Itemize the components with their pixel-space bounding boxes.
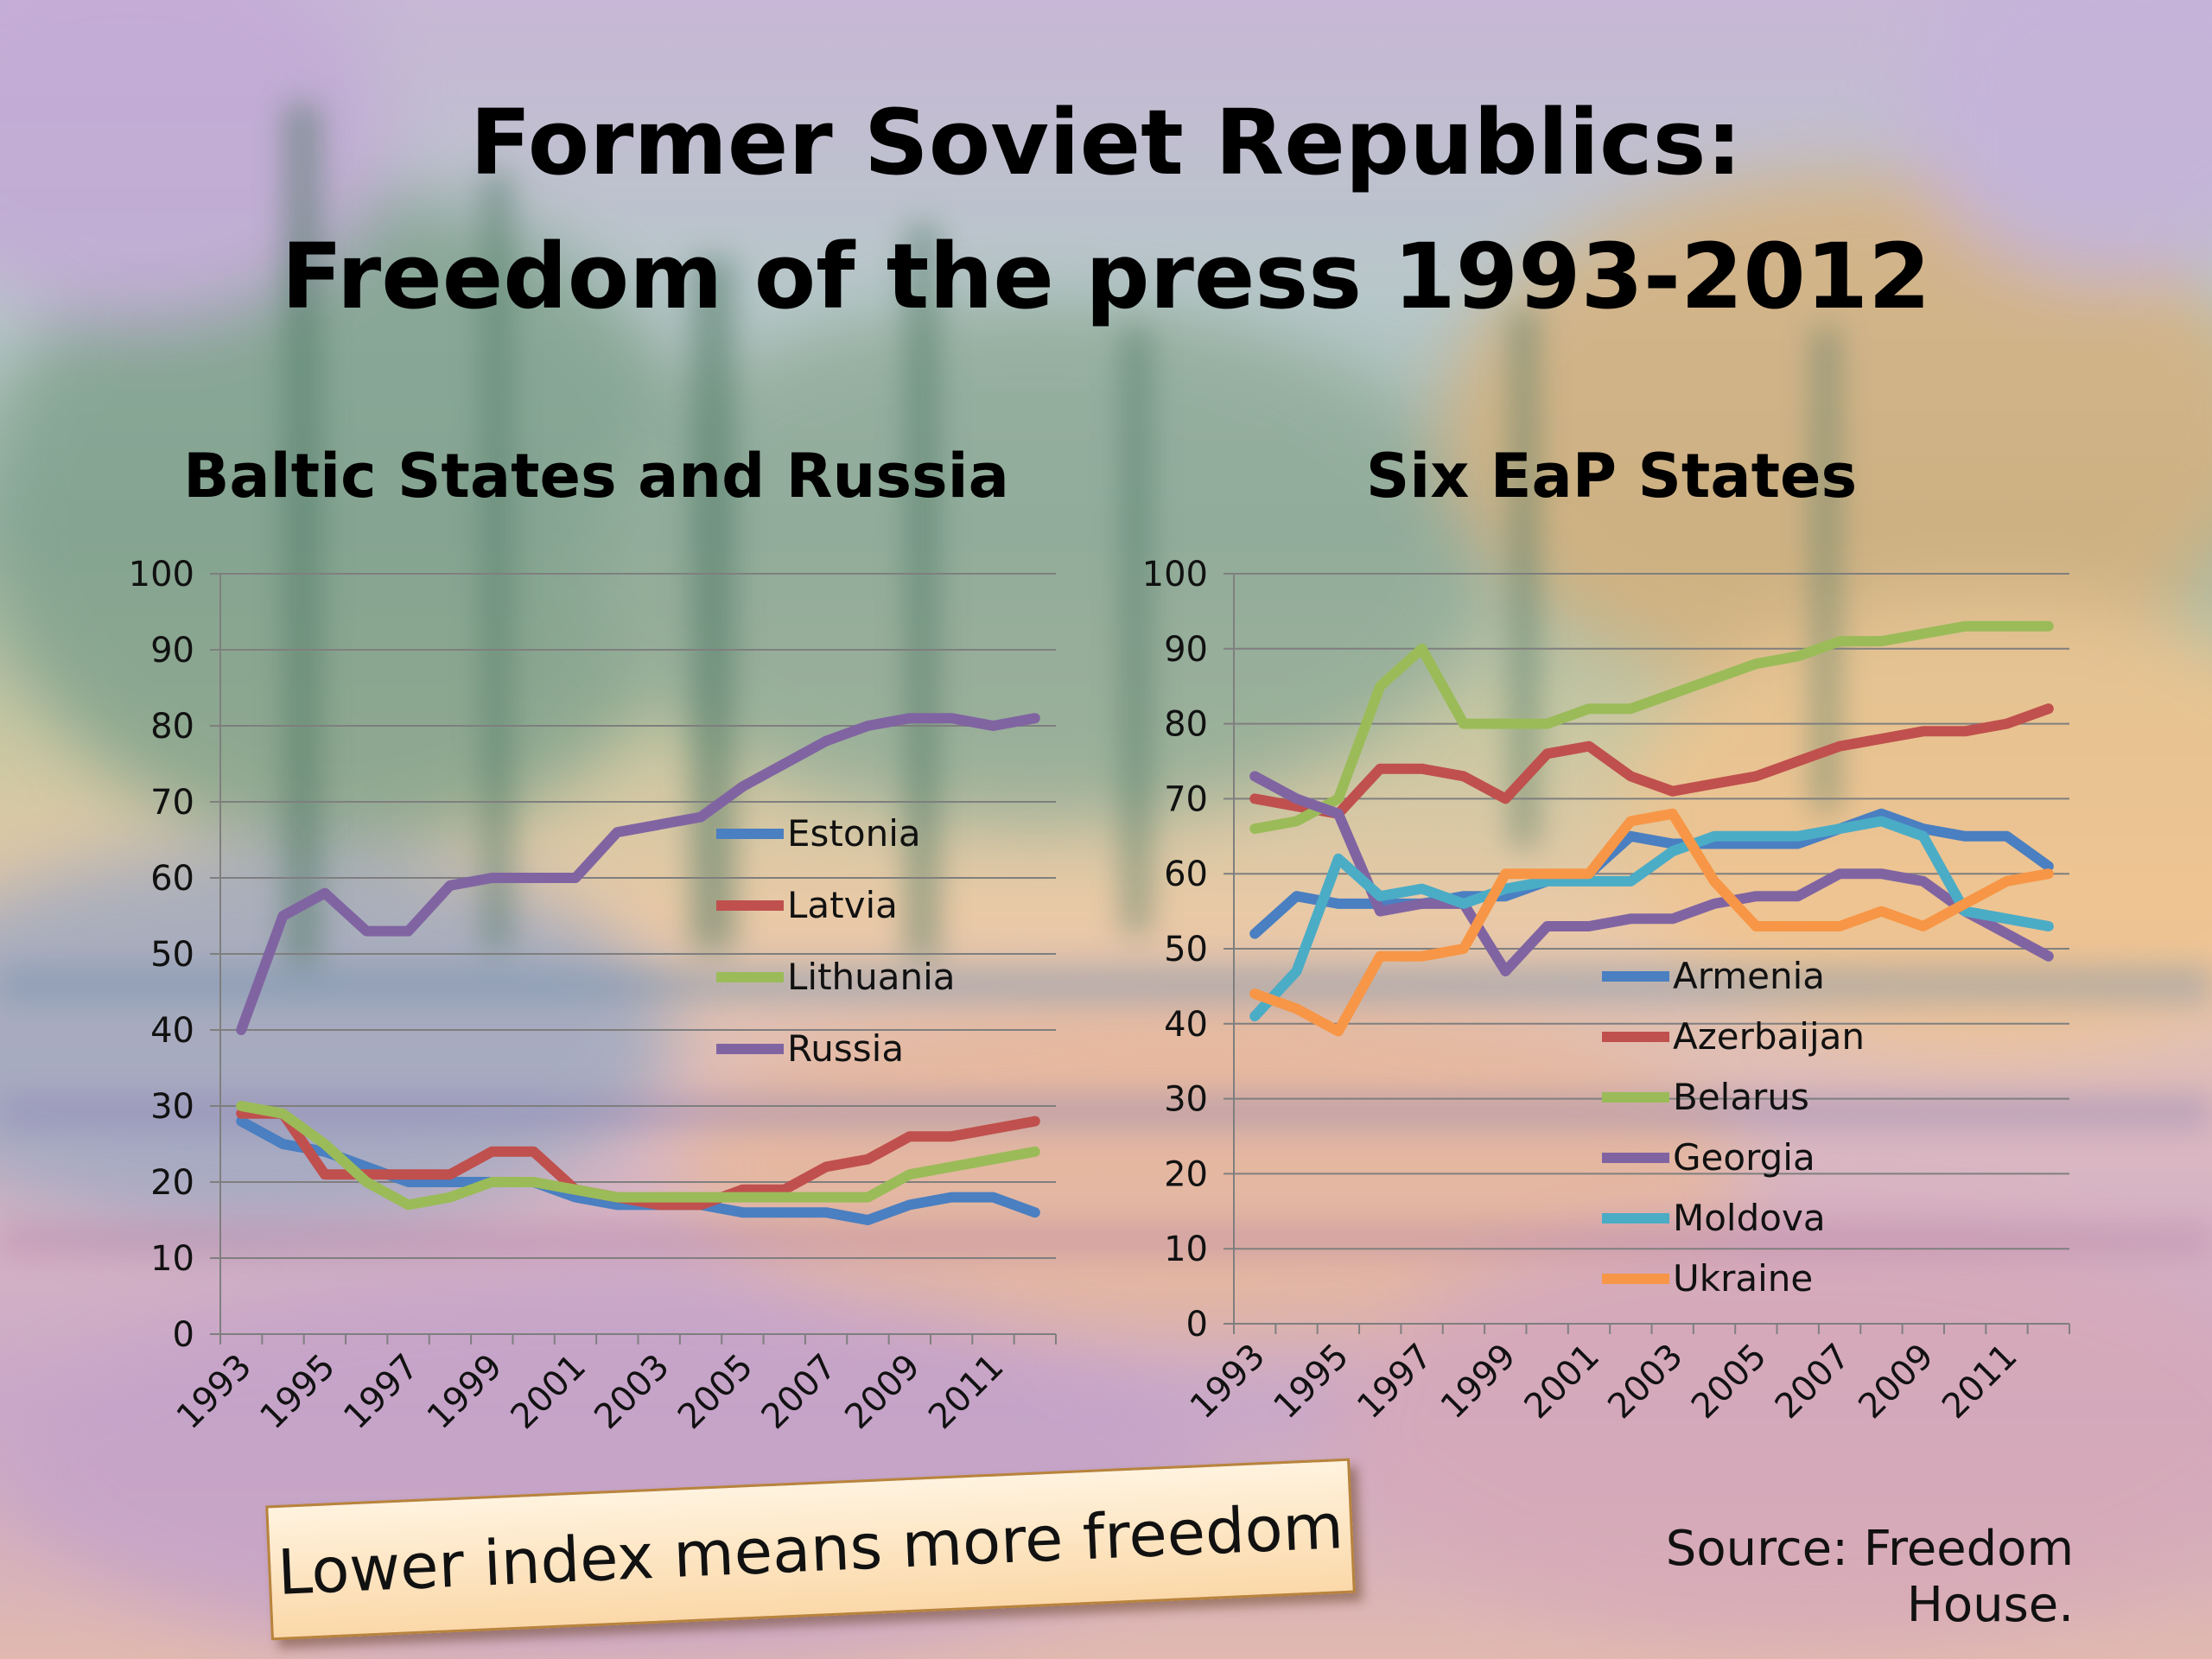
x-tick-label: 1995: [1266, 1337, 1357, 1427]
legend-label: Belarus: [1673, 1076, 1809, 1118]
chart-title: Six EaP States: [1366, 441, 1857, 512]
x-tick-label: 2007: [1768, 1337, 1859, 1427]
y-tick-label: 30: [150, 1087, 194, 1127]
x-tick-label: 2009: [1851, 1337, 1942, 1427]
chart-2: Six EaP States 0 10 20 30 40 50 60 70 80 90 100 1993…: [1142, 441, 2070, 1427]
series-line-armenia: [1249, 808, 2054, 939]
x-tick-label: 1999: [1433, 1337, 1524, 1427]
y-tick-label: 10: [150, 1239, 194, 1279]
y-tick-label: 0: [173, 1315, 194, 1355]
x-tick-label: 1997: [1350, 1337, 1440, 1427]
legend: Armenia Azerbaijan Belarus Georgia Moldova Uk…: [1602, 955, 1865, 1300]
series-line-ukraine: [1249, 808, 2054, 1037]
chart-title: Baltic States and Russia: [183, 441, 1009, 512]
y-tick-label: 40: [1164, 1005, 1208, 1045]
x-tick-label: 1995: [252, 1347, 343, 1438]
y-tick-label: 70: [150, 783, 194, 823]
y-tick-label: 20: [150, 1163, 194, 1203]
x-tick-label: 1999: [420, 1347, 511, 1438]
y-tick-label: 90: [1164, 630, 1208, 670]
x-tick-label: 2003: [587, 1347, 677, 1438]
x-tick-label: 2005: [1684, 1337, 1775, 1427]
x-tick-label: 1993: [169, 1347, 260, 1438]
legend: Estonia Latvia Lithuania Russia: [716, 812, 956, 1070]
series-line-moldova: [1249, 816, 2054, 1022]
y-tick-label: 50: [150, 935, 194, 975]
x-tick-label: 1993: [1183, 1337, 1274, 1427]
y-tick-label: 100: [1142, 555, 1208, 594]
legend-label: Lithuania: [787, 956, 956, 998]
callout-text: Lower index means more freedom: [276, 1490, 1345, 1609]
series-line-lithuania: [236, 1101, 1040, 1211]
y-tick-label: 80: [1164, 705, 1208, 745]
series-line-belarus: [1249, 620, 2054, 835]
x-tick-label: 2005: [671, 1347, 761, 1438]
legend-label: Azerbaijan: [1673, 1015, 1865, 1058]
x-tick-label: 2011: [1935, 1337, 2025, 1427]
series-line-azerbaijan: [1249, 703, 2054, 819]
x-tick-label: 2003: [1600, 1337, 1691, 1427]
y-tick-label: 50: [1164, 930, 1208, 969]
y-tick-label: 80: [150, 707, 194, 747]
y-tick-label: 40: [150, 1011, 194, 1051]
chart-1: Baltic States and Russia 0 10 20 30 40 50 60 70 8…: [129, 441, 1057, 1438]
y-tick-label: 0: [1186, 1305, 1208, 1344]
y-tick-label: 20: [1164, 1154, 1208, 1194]
series-line-russia: [236, 713, 1040, 1035]
x-tick-label: 2001: [504, 1347, 594, 1438]
slide-title-line-1: Former Soviet Republics:: [469, 90, 1743, 195]
y-tick-label: 60: [1164, 855, 1208, 894]
y-tick-label: 100: [129, 555, 194, 594]
legend-label: Moldova: [1673, 1197, 1826, 1239]
y-tick-label: 30: [1164, 1080, 1208, 1120]
series-line-georgia: [1249, 771, 2054, 976]
x-tick-label: 1997: [336, 1347, 427, 1438]
y-tick-label: 90: [150, 631, 194, 671]
source-note: Source: Freedom House.: [1665, 1521, 2074, 1633]
x-tick-label: 2009: [837, 1347, 928, 1438]
y-tick-label: 60: [150, 859, 194, 899]
legend-label: Armenia: [1673, 955, 1825, 997]
x-tick-label: 2007: [754, 1347, 845, 1438]
legend-label: Georgia: [1673, 1136, 1815, 1179]
legend-label: Estonia: [787, 812, 921, 855]
legend-label: Latvia: [787, 884, 898, 926]
y-tick-label: 70: [1164, 779, 1208, 819]
legend-label: Ukraine: [1673, 1257, 1813, 1300]
x-tick-label: 2011: [921, 1347, 1012, 1438]
x-tick-label: 2001: [1517, 1337, 1608, 1427]
slide-title-line-2: Freedom of the press 1993-2012: [281, 224, 1931, 329]
y-tick-label: 10: [1164, 1230, 1208, 1269]
legend-label: Russia: [787, 1027, 904, 1070]
